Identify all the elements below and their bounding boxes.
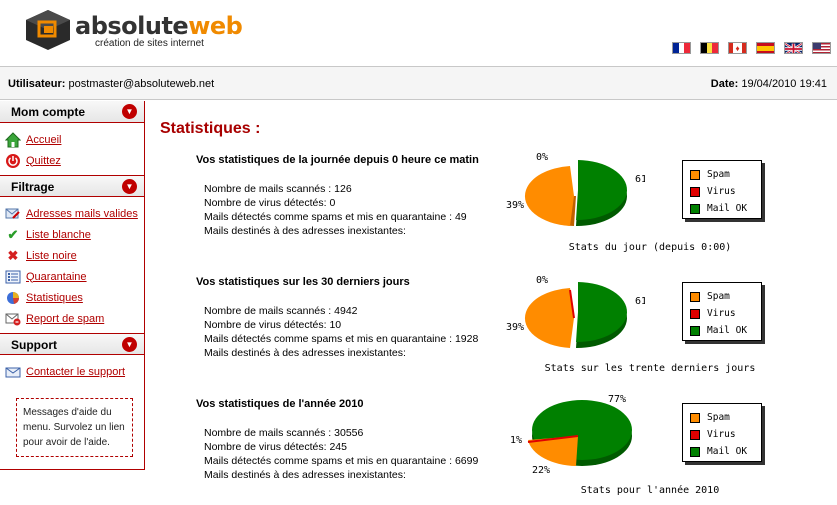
power-icon [4,152,22,170]
pct-spam-label: 39% [506,322,524,333]
stat-nonexistent: Mails destinés à des adresses inexistant… [204,347,406,359]
user-email: postmaster@absoluteweb.net [68,78,215,90]
header: absoluteweb création de sites internet ♦ [0,0,837,66]
section-filtrage: Adresses mails valides ✔ Liste blanche ✖… [0,197,144,333]
legend-spam: Spam [690,166,761,183]
language-flags: ♦ [672,42,831,54]
stats-block-month: Vos statistiques sur les 30 derniers jou… [196,275,496,360]
section-support: Contacter le support Messages d'aide du … [0,355,144,461]
stat-nonexistent: Mails destinés à des adresses inexistant… [204,225,406,237]
stats-block-year: Vos statistiques de l'année 2010 Nombre … [196,397,496,482]
pct-ok-label: 61% [635,296,645,307]
block-title: Vos statistiques sur les 30 derniers jou… [196,276,410,288]
collapse-icon[interactable]: ▼ [122,179,137,194]
legend-ok: Mail OK [690,200,761,217]
sidebar-item-liste-blanche[interactable]: ✔ Liste blanche [4,224,144,245]
sidebar-item-adresses-valides[interactable]: Adresses mails valides [4,203,144,224]
user-info: Utilisateur: postmaster@absoluteweb.net [8,78,215,90]
stat-scanned: Nombre de mails scannés : 126 [204,183,352,195]
chart-legend: Spam Virus Mail OK [682,282,762,341]
section-header-filtrage[interactable]: Filtrage ▼ [0,175,144,197]
date-value: 19/04/2010 19:41 [741,78,827,90]
stat-virus: Nombre de virus détectés: 0 [204,197,336,209]
chart-caption: Stats pour l'année 2010 [580,485,720,496]
home-icon [4,131,22,149]
sidebar-item-quittez[interactable]: Quittez [4,150,144,171]
chart-legend: Spam Virus Mail OK [682,160,762,219]
flag-gb-icon[interactable] [784,42,803,54]
stat-virus: Nombre de virus détectés: 10 [204,319,342,331]
legend-ok: Mail OK [690,443,761,460]
date-info: Date: 19/04/2010 19:41 [710,78,827,90]
stat-scanned: Nombre de mails scannés : 30556 [204,427,364,439]
pct-virus-label: 0% [536,275,548,286]
chart-caption: Stats du jour (depuis 0:00) [568,242,732,253]
flag-es-icon[interactable] [756,42,775,54]
flag-fr-icon[interactable] [672,42,691,54]
block-title: Vos statistiques de l'année 2010 [196,398,364,410]
chart-legend: Spam Virus Mail OK [682,403,762,462]
sidebar-item-statistiques[interactable]: Statistiques [4,287,144,308]
checkmark-icon: ✔ [7,227,19,242]
legend-spam: Spam [690,409,761,426]
block-title: Vos statistiques de la journée depuis 0 … [196,154,479,166]
legend-virus: Virus [690,426,761,443]
flag-ca-icon[interactable]: ♦ [728,42,747,54]
legend-spam: Spam [690,288,761,305]
stat-spam: Mails détectés comme spams et mis en qua… [204,333,479,345]
logo-text: absoluteweb [75,12,243,40]
stat-list: Nombre de mails scannés : 126 Nombre de … [204,182,496,238]
pie-chart-year: 77% 1% 22% [510,394,632,476]
stat-spam: Mails détectés comme spams et mis en qua… [204,455,479,467]
pct-virus-label: 1% [510,435,522,446]
pie-chart-day: 0% 61% 39% [506,152,645,227]
sidebar-item-liste-noire[interactable]: ✖ Liste noire [4,245,144,266]
legend-virus: Virus [690,305,761,322]
help-box: Messages d'aide du menu. Survolez un lie… [16,398,133,457]
flag-us-icon[interactable] [812,42,831,54]
stat-spam: Mails détectés comme spams et mis en qua… [204,211,467,223]
sidebar-item-accueil[interactable]: Accueil [4,129,144,150]
logo-icon[interactable] [24,8,72,52]
stat-list: Nombre de mails scannés : 4942 Nombre de… [204,304,496,360]
stat-virus: Nombre de virus détectés: 245 [204,441,347,453]
page-title: Statistiques : [160,120,261,137]
sidebar: Mom compte ▼ Accueil Quittez Filtrage ▼ … [0,101,145,470]
sidebar-item-quarantaine[interactable]: Quarantaine [4,266,144,287]
report-spam-icon [4,310,22,328]
collapse-icon[interactable]: ▼ [122,104,137,119]
stat-nonexistent: Mails destinés à des adresses inexistant… [204,469,406,481]
legend-virus: Virus [690,183,761,200]
stats-icon [4,289,22,307]
envelope-icon [4,363,22,381]
section-account: Accueil Quittez [0,123,144,175]
user-bar: Utilisateur: postmaster@absoluteweb.net … [0,66,837,100]
cross-icon: ✖ [7,248,19,263]
pct-ok-label: 61% [635,174,645,185]
chart-caption: Stats sur les trente derniers jours [544,363,756,374]
stats-block-day: Vos statistiques de la journée depuis 0 … [196,153,496,238]
pct-virus-label: 0% [536,152,548,163]
section-header-account[interactable]: Mom compte ▼ [0,101,144,123]
sidebar-item-report-spam[interactable]: Report de spam [4,308,144,329]
pie-chart-month: 0% 61% 39% [506,275,645,349]
list-icon [4,268,22,286]
stat-list: Nombre de mails scannés : 30556 Nombre d… [204,426,496,482]
legend-ok: Mail OK [690,322,761,339]
collapse-icon[interactable]: ▼ [122,337,137,352]
pct-spam-label: 39% [506,200,524,211]
logo-tagline: création de sites internet [95,38,204,49]
pct-spam-label: 22% [532,465,550,476]
pct-ok-label: 77% [608,394,626,405]
flag-be-icon[interactable] [700,42,719,54]
sidebar-item-contact-support[interactable]: Contacter le support [4,361,144,382]
stat-scanned: Nombre de mails scannés : 4942 [204,305,358,317]
mail-check-icon [4,205,22,223]
section-header-support[interactable]: Support ▼ [0,333,144,355]
